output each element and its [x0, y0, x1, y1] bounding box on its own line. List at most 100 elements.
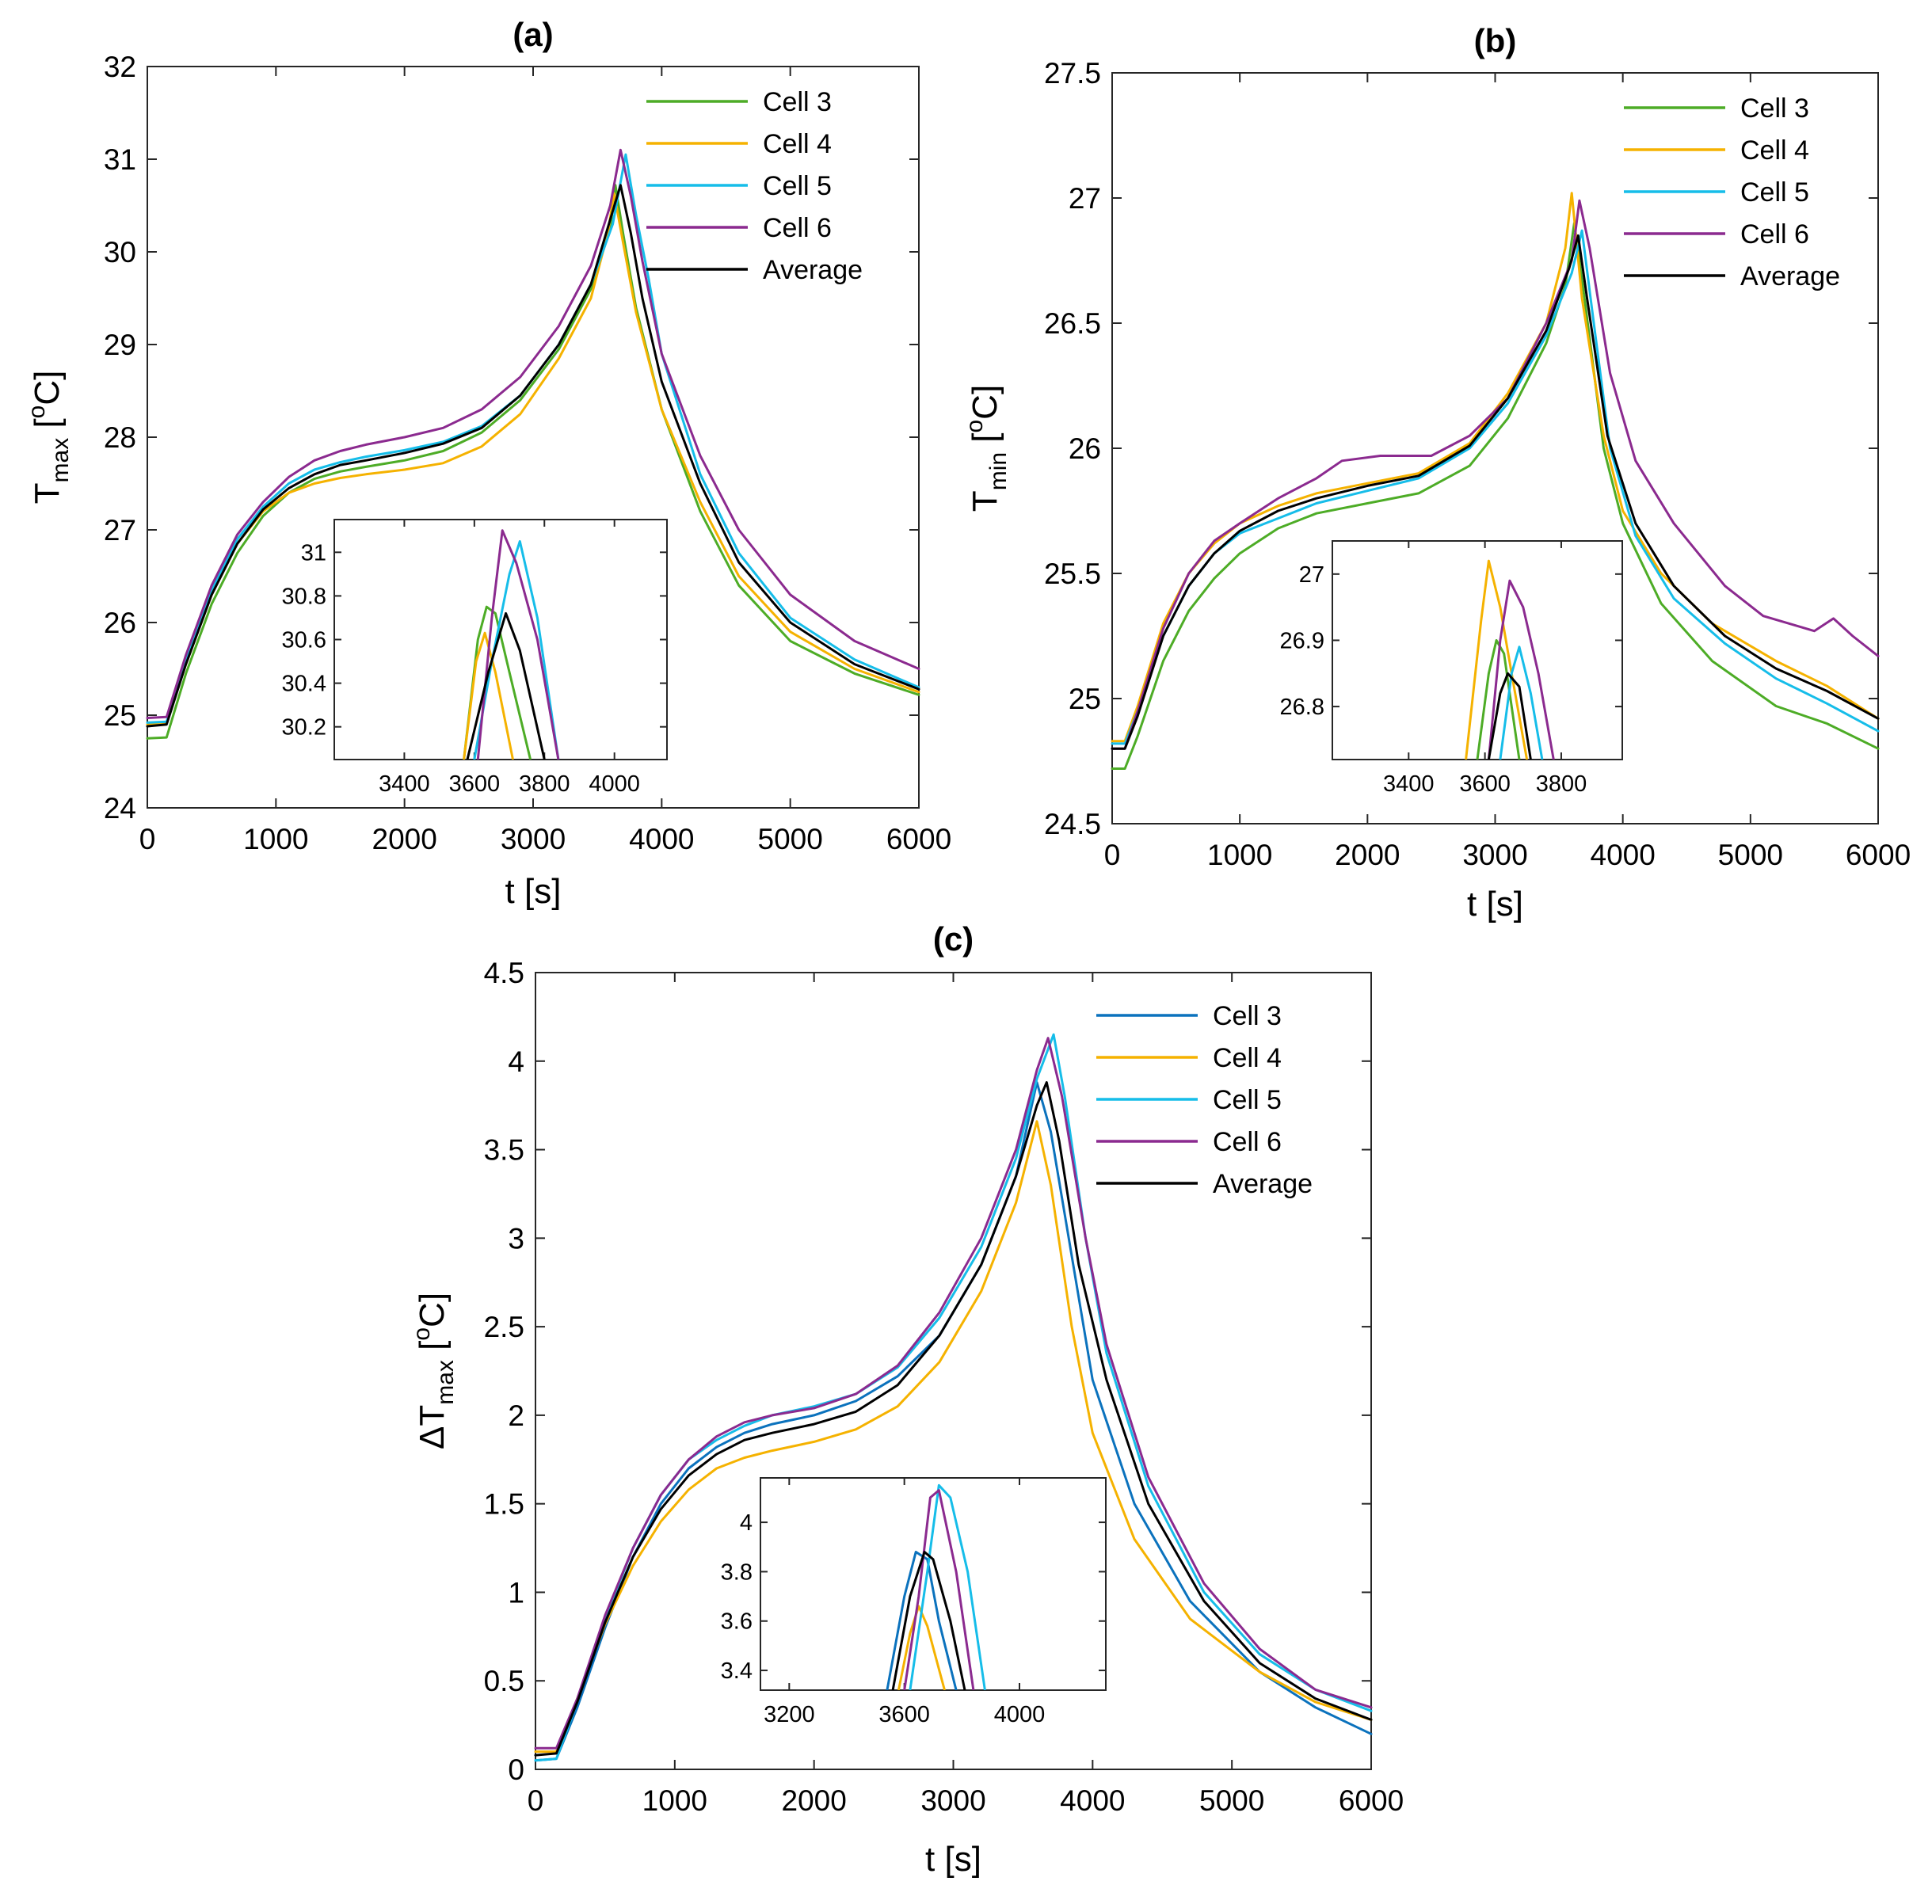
inset-x-tick-label: 4000 — [994, 1702, 1046, 1727]
x-tick-label: 3000 — [920, 1784, 985, 1817]
panel-b-chart: 0 1000 2000 3000 4000 5000 6000 24.5 25 25.5 26 26.… — [962, 22, 1911, 923]
series-line-cell-6 — [534, 1037, 1373, 1750]
y-tick-label: 27 — [104, 514, 136, 546]
inset-y-tick-label: 30.2 — [282, 715, 326, 741]
inset-y-tick-label: 4 — [740, 1510, 753, 1536]
x-tick-label: 0 — [139, 823, 156, 855]
y-tick-label: 29 — [104, 329, 136, 361]
inset-x-tick-label: 3800 — [1536, 771, 1587, 797]
inset-series-line-cell-4 — [1465, 559, 1529, 760]
y-axis-label-unit: [ — [28, 418, 67, 437]
series-line-average — [146, 184, 920, 728]
inset-y-tick-label: 30.4 — [282, 672, 326, 697]
inset-series-line-cell-5 — [909, 1483, 986, 1690]
legend-label: Average — [763, 255, 863, 285]
panel-a-chart: 0 1000 2000 3000 4000 5000 6000 24 25 26 27 28 29 30 3… — [24, 16, 951, 911]
inset-y-tick-label: 31 — [301, 540, 326, 565]
inset-series-line-cell-5 — [1499, 645, 1544, 760]
x-tick-label: 4000 — [629, 823, 694, 855]
inset-y-tick-label: 30.6 — [282, 628, 326, 653]
y-axis-label-end: C] — [966, 385, 1004, 420]
x-tick-label: 1000 — [642, 1784, 707, 1817]
series-line-average — [1111, 234, 1880, 750]
panel-title: (b) — [1474, 22, 1517, 59]
y-axis-label: Tmin [oC] — [962, 385, 1012, 512]
inset-chart: 3400 3600 3800 26.8 26.9 27 — [1280, 540, 1623, 797]
x-tick-label: 5000 — [758, 823, 823, 855]
y-tick-label: 3.5 — [484, 1134, 524, 1167]
y-tick-label: 4.5 — [484, 957, 524, 989]
y-tick-label: 28 — [104, 421, 136, 454]
x-tick-label: 3000 — [501, 823, 566, 855]
x-tick-label: 1000 — [243, 823, 308, 855]
series-line-cell-4 — [534, 1120, 1373, 1754]
y-tick-label: 1.5 — [484, 1488, 524, 1521]
y-tick-label: 0 — [508, 1754, 524, 1786]
inset-series-line-cell-3 — [886, 1551, 958, 1690]
y-tick-label: 26.5 — [1044, 307, 1101, 340]
inset-chart: 3400 3600 3800 4000 30.2 30.4 30.6 30.8 31 — [282, 519, 668, 797]
x-tick-label: 4000 — [1060, 1784, 1125, 1817]
inset-y-tick-label: 3.4 — [721, 1658, 753, 1684]
legend-label: Cell 3 — [1213, 1001, 1282, 1031]
y-tick-label: 31 — [104, 143, 136, 176]
y-tick-label: 2 — [508, 1399, 524, 1432]
legend-label: Cell 5 — [763, 171, 832, 201]
x-tick-label: 0 — [528, 1784, 544, 1817]
inset-x-tick-label: 3600 — [878, 1702, 930, 1727]
x-tick-label: 2000 — [372, 823, 437, 855]
legend-label: Cell 4 — [1213, 1043, 1282, 1073]
y-axis-label-sub: max — [433, 1360, 459, 1405]
y-axis-label-sup: o — [24, 406, 50, 419]
inset-x-tick-label: 3600 — [1459, 771, 1511, 797]
series-line-cell-6 — [1111, 199, 1880, 750]
legend-label: Cell 6 — [1213, 1127, 1282, 1157]
x-tick-label: 5000 — [1199, 1784, 1264, 1817]
y-axis-label-sup: o — [962, 420, 988, 433]
y-tick-label: 4 — [508, 1045, 524, 1078]
y-axis-label: ΔTmax [oC] — [409, 1293, 459, 1449]
inset-x-tick-label: 3600 — [449, 771, 501, 797]
panel-title: (a) — [513, 16, 553, 53]
x-tick-label: 3000 — [1462, 839, 1527, 871]
inset-y-tick-label: 26.8 — [1280, 695, 1324, 720]
y-tick-label: 2.5 — [484, 1311, 524, 1343]
y-tick-label: 3 — [508, 1222, 524, 1255]
x-tick-label: 4000 — [1591, 839, 1656, 871]
inset-series-line-average — [891, 1551, 966, 1690]
inset-y-tick-label: 30.8 — [282, 584, 326, 609]
series-line-cell-3 — [1111, 222, 1880, 770]
legend-label: Cell 6 — [763, 213, 832, 243]
y-tick-label: 25 — [104, 699, 136, 732]
legend-label: Cell 3 — [1740, 93, 1809, 124]
y-tick-label: 0.5 — [484, 1665, 524, 1697]
y-axis-label: Tmax [oC] — [24, 371, 74, 505]
legend-label: Cell 3 — [763, 87, 832, 117]
x-axis-label: t [s] — [925, 1840, 981, 1879]
x-tick-label: 6000 — [1846, 839, 1911, 871]
inset-y-tick-label: 26.9 — [1280, 628, 1324, 653]
inset-series-group — [1465, 559, 1555, 760]
y-axis-label-sup: o — [409, 1327, 435, 1341]
y-axis-label-base: ΔT — [413, 1405, 452, 1449]
x-tick-label: 2000 — [1335, 839, 1400, 871]
inset-x-tick-label: 3400 — [1383, 771, 1435, 797]
inset-y-tick-label: 27 — [1299, 562, 1324, 588]
y-axis-label-end: C] — [413, 1293, 452, 1327]
legend-label: Average — [1213, 1169, 1313, 1199]
inset-x-tick-label: 3800 — [519, 771, 570, 797]
y-tick-label: 27 — [1069, 182, 1101, 215]
x-tick-label: 6000 — [1339, 1784, 1404, 1817]
inset-series-line-cell-6 — [903, 1489, 975, 1690]
series-line-cell-3 — [146, 184, 920, 740]
legend-label: Cell 5 — [1213, 1085, 1282, 1115]
inset-series-line-average — [1487, 672, 1532, 760]
series-line-cell-6 — [146, 148, 920, 719]
inset-series-line-cell-4 — [897, 1605, 946, 1690]
y-tick-label: 25.5 — [1044, 558, 1101, 590]
inset-series-line-average — [466, 611, 546, 760]
y-axis-label-base: T — [28, 482, 67, 504]
legend-label: Cell 4 — [1740, 135, 1809, 166]
y-tick-label: 27.5 — [1044, 57, 1101, 89]
